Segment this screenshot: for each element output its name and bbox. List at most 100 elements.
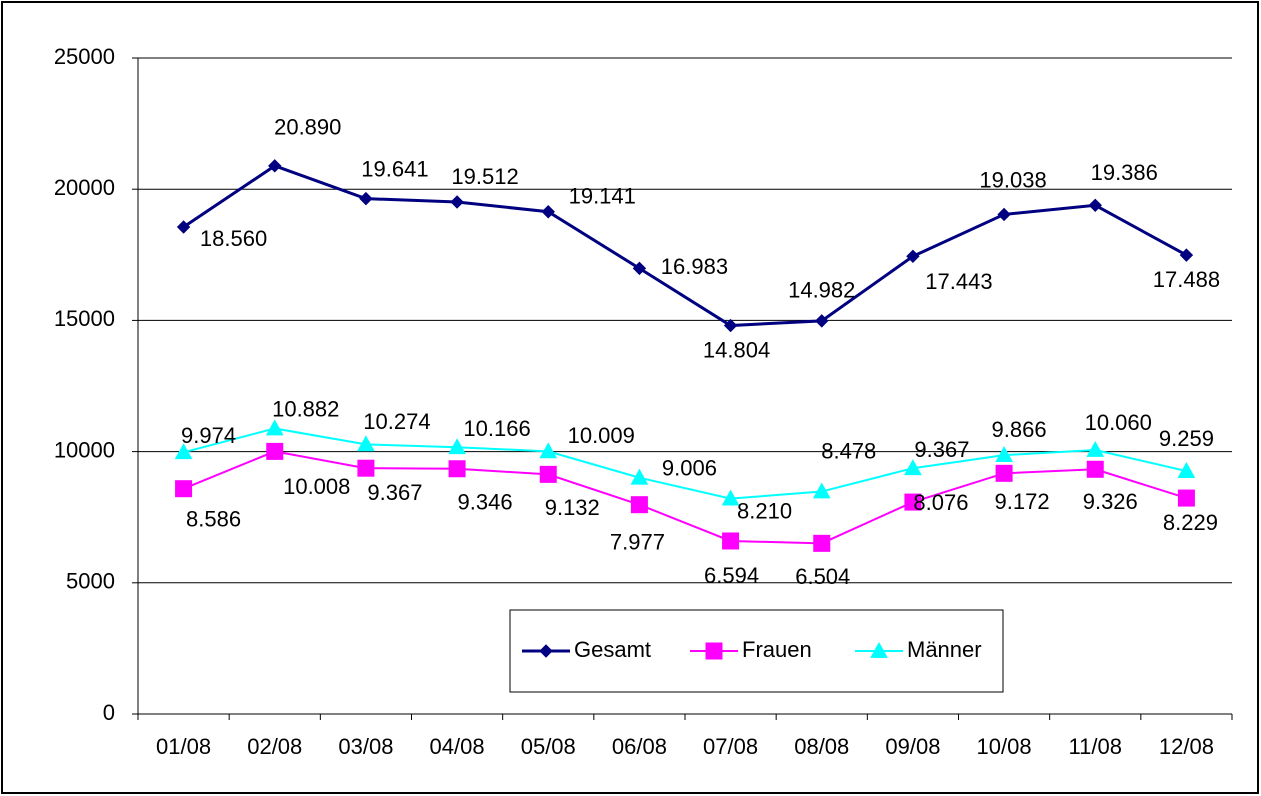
- data-label: 10.009: [568, 423, 635, 448]
- x-tick-label: 12/08: [1159, 734, 1214, 759]
- series-line: [182, 164, 1188, 328]
- data-label: 8.229: [1163, 510, 1218, 535]
- marker: [1086, 440, 1105, 457]
- series-line: [183, 427, 1187, 500]
- data-label: 19.512: [451, 164, 518, 189]
- data-label: 10.008: [283, 474, 350, 499]
- x-tick-label: 02/08: [247, 734, 302, 759]
- x-tick-label: 08/08: [794, 734, 849, 759]
- data-label: 9.866: [992, 417, 1047, 442]
- marker: [174, 443, 193, 460]
- data-label: 19.038: [979, 167, 1046, 192]
- marker: [176, 220, 191, 234]
- marker: [630, 496, 648, 514]
- data-label: 9.172: [995, 489, 1050, 514]
- marker: [357, 435, 375, 452]
- data-label: 8.210: [737, 498, 792, 523]
- data-label: 9.326: [1083, 489, 1138, 514]
- data-label: 9.346: [458, 490, 513, 515]
- data-label: 16.983: [661, 254, 728, 279]
- marker: [813, 534, 831, 552]
- x-tick-label: 04/08: [430, 734, 485, 759]
- legend-marker: [870, 641, 888, 658]
- marker: [450, 195, 464, 209]
- data-label: 9.006: [662, 455, 717, 480]
- marker: [815, 314, 829, 328]
- marker: [722, 532, 740, 550]
- data-label: 8.076: [913, 490, 968, 515]
- marker: [630, 468, 649, 485]
- y-tick-label: 10000: [54, 437, 115, 462]
- marker: [268, 159, 282, 173]
- marker: [539, 465, 557, 483]
- legend: [509, 609, 1004, 693]
- marker: [541, 205, 555, 219]
- x-tick-label: 06/08: [612, 734, 667, 759]
- data-label: 10.274: [363, 409, 430, 434]
- data-label: 17.443: [925, 269, 992, 294]
- data-label: 17.488: [1153, 267, 1220, 292]
- marker: [812, 482, 831, 499]
- marker: [1179, 248, 1194, 262]
- data-label: 19.641: [361, 156, 428, 181]
- marker: [632, 261, 647, 276]
- data-label: 18.560: [200, 226, 267, 251]
- marker: [266, 442, 284, 460]
- data-label: 9.974: [181, 423, 236, 448]
- marker: [723, 318, 738, 333]
- data-label: 19.141: [569, 184, 636, 209]
- data-label: 9.367: [367, 480, 422, 505]
- legend-label: Gesamt: [574, 637, 651, 662]
- marker: [995, 464, 1013, 482]
- data-label: 8.586: [186, 507, 241, 532]
- data-label: 9.132: [545, 495, 600, 520]
- legend-marker: [539, 644, 553, 658]
- marker: [448, 438, 466, 455]
- x-tick-label: 10/08: [977, 734, 1032, 759]
- marker: [906, 249, 920, 264]
- marker: [265, 419, 284, 436]
- data-label: 10.166: [463, 416, 530, 441]
- x-tick-label: 09/08: [885, 734, 940, 759]
- data-label: 9.367: [914, 437, 969, 462]
- x-tick-label: 11/08: [1069, 734, 1122, 759]
- marker: [175, 480, 193, 498]
- data-label: 19.386: [1091, 160, 1158, 185]
- x-tick-label: 03/08: [338, 734, 393, 759]
- data-label: 10.882: [272, 396, 339, 421]
- marker: [1086, 460, 1104, 478]
- data-label: 8.478: [821, 438, 876, 463]
- marker: [448, 460, 466, 478]
- marker: [1177, 489, 1195, 507]
- y-tick-label: 5000: [66, 569, 115, 594]
- y-tick-label: 25000: [54, 44, 115, 69]
- legend-marker: [705, 642, 723, 660]
- marker: [539, 442, 558, 459]
- x-tick-label: 05/08: [521, 734, 576, 759]
- data-label: 9.259: [1159, 426, 1214, 451]
- data-label: 10.060: [1085, 410, 1152, 435]
- x-tick-label: 07/08: [703, 734, 758, 759]
- marker: [721, 489, 740, 506]
- x-tick-label: 01/08: [156, 734, 211, 759]
- marker: [997, 207, 1011, 222]
- y-tick-label: 15000: [54, 306, 115, 331]
- marker: [904, 459, 922, 476]
- legend-label: Männer: [907, 637, 982, 662]
- y-tick-label: 0: [103, 700, 115, 725]
- series-line: [183, 450, 1187, 545]
- data-label: 14.804: [703, 337, 770, 362]
- marker: [357, 459, 375, 477]
- data-label: 6.504: [795, 564, 850, 589]
- marker: [995, 446, 1013, 463]
- data-label: 20.890: [274, 115, 341, 140]
- data-label: 6.594: [704, 563, 759, 588]
- legend-label: Frauen: [742, 637, 812, 662]
- data-label: 14.982: [788, 278, 855, 303]
- data-label: 7.977: [610, 529, 665, 554]
- marker: [1177, 462, 1196, 478]
- marker: [904, 493, 922, 511]
- y-tick-label: 20000: [54, 175, 115, 200]
- marker: [359, 191, 373, 206]
